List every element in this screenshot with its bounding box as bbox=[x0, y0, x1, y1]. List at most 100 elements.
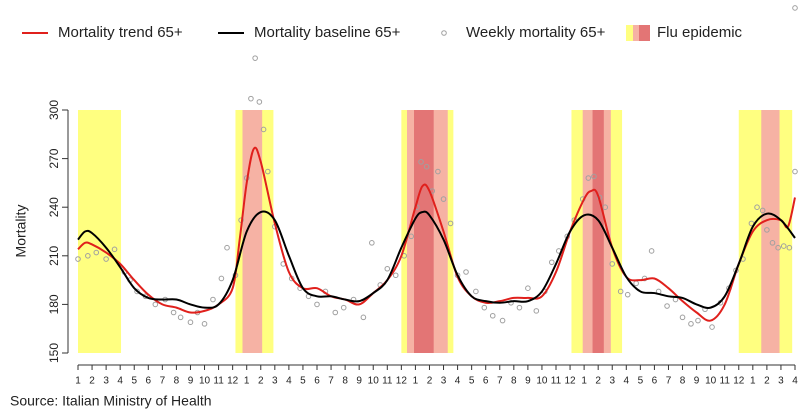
weekly-point bbox=[516, 304, 523, 311]
weekly-point bbox=[533, 308, 540, 314]
weekly-point bbox=[792, 168, 798, 175]
weekly-point bbox=[369, 240, 375, 246]
epidemic-band bbox=[242, 110, 263, 353]
weekly-point bbox=[177, 314, 184, 321]
x-tick-label: 2 bbox=[89, 376, 95, 387]
weekly-point bbox=[695, 317, 701, 324]
x-tick-label: 3 bbox=[609, 376, 615, 387]
weekly-point bbox=[260, 126, 267, 133]
weekly-point bbox=[769, 240, 776, 246]
weekly-point bbox=[780, 243, 787, 249]
weekly-point bbox=[709, 324, 715, 330]
weekly-point bbox=[75, 256, 81, 262]
weekly-point bbox=[602, 204, 609, 210]
plot-layer bbox=[75, 5, 798, 330]
weekly-point bbox=[786, 244, 793, 251]
y-tick-label: 240 bbox=[47, 197, 61, 217]
y-tick-label: 270 bbox=[47, 148, 61, 168]
x-tick-label: 3 bbox=[441, 376, 447, 387]
epidemic-band bbox=[592, 110, 604, 353]
weekly-point bbox=[418, 159, 424, 165]
weekly-point bbox=[648, 248, 655, 254]
x-tick-label: 7 bbox=[497, 376, 503, 387]
weekly-point bbox=[679, 314, 686, 321]
x-tick-label: 7 bbox=[666, 376, 672, 387]
x-tick-label: 2 bbox=[764, 376, 770, 387]
weekly-point bbox=[252, 55, 258, 61]
weekly-point bbox=[103, 256, 109, 262]
weekly-point bbox=[440, 196, 447, 202]
x-tick-label: 2 bbox=[258, 376, 264, 387]
weekly-point bbox=[264, 168, 271, 175]
x-tick-label: 12 bbox=[733, 376, 745, 387]
y-tick-label: 300 bbox=[47, 100, 61, 120]
legend-swatch bbox=[633, 25, 639, 41]
x-tick-label: 7 bbox=[160, 376, 166, 387]
weekly-point bbox=[384, 265, 391, 272]
weekly-point bbox=[489, 312, 496, 319]
weekly-point bbox=[332, 309, 339, 316]
legend-label: Mortality trend 65+ bbox=[58, 24, 183, 41]
x-tick-label: 8 bbox=[174, 376, 180, 387]
x-tick-label: 7 bbox=[328, 376, 334, 387]
weekly-point bbox=[314, 301, 320, 308]
weekly-point bbox=[463, 269, 469, 275]
legend-label: Weekly mortality 65+ bbox=[466, 24, 606, 41]
weekly-point bbox=[423, 163, 430, 170]
x-tick-label: 11 bbox=[382, 376, 393, 387]
weekly-point bbox=[759, 207, 766, 214]
x-tick-label: 4 bbox=[286, 376, 292, 387]
weekly-point bbox=[624, 291, 631, 298]
legend-swatch bbox=[626, 25, 633, 41]
x-tick-label: 5 bbox=[131, 376, 137, 387]
weekly-point bbox=[134, 288, 140, 295]
x-tick-label: 10 bbox=[199, 376, 211, 387]
x-tick-label: 3 bbox=[272, 376, 278, 387]
x-tick-label: 1 bbox=[244, 376, 250, 387]
weekly-point bbox=[473, 288, 479, 295]
series-line bbox=[77, 146, 796, 322]
legend-label: Flu epidemic bbox=[657, 24, 743, 41]
x-tick-label: 6 bbox=[652, 376, 658, 387]
x-tick-label: 1 bbox=[75, 376, 81, 387]
weekly-point bbox=[499, 317, 506, 324]
x-tick-label: 1 bbox=[581, 376, 587, 387]
series-line bbox=[77, 210, 796, 309]
x-tick-label: 5 bbox=[469, 376, 475, 387]
weekly-point bbox=[792, 5, 798, 11]
weekly-point bbox=[218, 275, 225, 282]
x-tick-label: 1 bbox=[413, 376, 419, 387]
y-tick-label: 150 bbox=[47, 343, 61, 363]
weekly-point bbox=[111, 246, 118, 253]
epidemic-band bbox=[761, 110, 780, 353]
x-tick-label: 9 bbox=[525, 376, 531, 387]
x-tick-label: 11 bbox=[720, 376, 731, 387]
weekly-point bbox=[688, 321, 694, 327]
x-tick-label: 8 bbox=[342, 376, 348, 387]
legend-swatch bbox=[645, 25, 650, 41]
x-tick-label: 6 bbox=[314, 376, 320, 387]
x-tick-label: 10 bbox=[705, 376, 717, 387]
x-tick-label: 9 bbox=[356, 376, 362, 387]
x-tick-label: 4 bbox=[455, 376, 461, 387]
weekly-point bbox=[525, 285, 531, 292]
weekly-point bbox=[170, 309, 177, 316]
x-tick-label: 12 bbox=[564, 376, 576, 387]
weekly-point bbox=[633, 280, 639, 287]
x-tick-label: 8 bbox=[511, 376, 517, 387]
x-tick-label: 12 bbox=[396, 376, 408, 387]
weekly-point bbox=[256, 99, 263, 105]
weekly-point bbox=[754, 204, 760, 210]
weekly-point bbox=[85, 253, 91, 259]
x-tick-label: 5 bbox=[638, 376, 644, 387]
legend: Mortality trend 65+ Mortality baseline 65… bbox=[22, 24, 743, 41]
weekly-point bbox=[93, 249, 100, 256]
weekly-point bbox=[664, 303, 670, 309]
x-tick-label: 9 bbox=[694, 376, 700, 387]
x-tick-label: 9 bbox=[188, 376, 194, 387]
weekly-point bbox=[617, 288, 624, 295]
x-tick-label: 5 bbox=[300, 376, 306, 387]
weekly-point bbox=[152, 301, 159, 308]
weekly-point bbox=[201, 321, 208, 327]
